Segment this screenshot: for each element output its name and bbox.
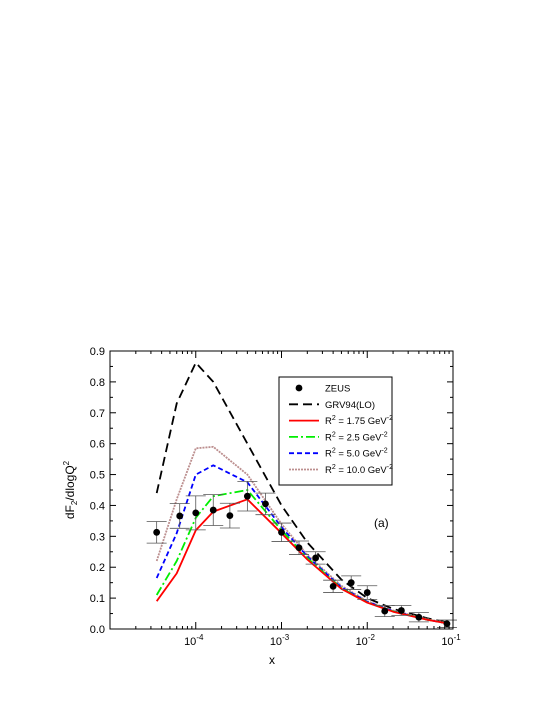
legend-label-part: = 2.5 GeV bbox=[336, 432, 382, 443]
axes: 0.00.10.20.30.40.50.60.70.80.910-4 10-3 10… bbox=[90, 346, 462, 648]
data-point bbox=[443, 620, 451, 628]
legend-label: GRV94(LO) bbox=[325, 400, 375, 411]
data-point bbox=[295, 544, 303, 552]
x-tick-label-exponent: -4 bbox=[196, 633, 204, 642]
panel-annotation: (a) bbox=[374, 516, 389, 530]
legend-label-part: -2 bbox=[387, 415, 393, 422]
series-line-1-75 bbox=[155, 498, 450, 625]
series-line-2-5 bbox=[155, 489, 450, 625]
legend-label-part: R bbox=[325, 449, 332, 460]
y-tick-label: 0.9 bbox=[90, 346, 105, 358]
plot-area bbox=[146, 361, 457, 628]
data-point bbox=[363, 589, 371, 596]
legend-label: R2 = 1.75 GeV-2 bbox=[325, 415, 393, 427]
y-tick-label: 0.4 bbox=[90, 500, 105, 512]
legend-label: R2 = 10.0 GeV-2 bbox=[325, 464, 393, 476]
legend-label: R2 = 5.0 GeV-2 bbox=[325, 448, 388, 460]
y-tick-label: 0.3 bbox=[90, 531, 105, 543]
y-tick-label: 0.7 bbox=[90, 408, 105, 420]
legend-label-part: 2 bbox=[332, 431, 336, 438]
legend-label-part: 2 bbox=[332, 448, 336, 455]
data-point bbox=[153, 528, 161, 536]
data-point bbox=[415, 613, 423, 621]
x-tick-label-base: 10 bbox=[270, 636, 282, 648]
legend-label-part: 2 bbox=[332, 415, 336, 422]
data-point bbox=[209, 506, 217, 514]
x-tick-label-exponent: -2 bbox=[368, 633, 376, 642]
x-tick-label-base: 10 bbox=[441, 636, 453, 648]
x-tick-label-base: 10 bbox=[184, 636, 196, 648]
legend-label-part: R bbox=[325, 432, 332, 443]
x-tick-label: 10-4 bbox=[184, 633, 204, 648]
y-tick-label: 0.2 bbox=[90, 562, 105, 574]
y-tick-label: 0.1 bbox=[90, 593, 105, 605]
y-axis-label-sub: 2 bbox=[70, 500, 79, 505]
data-point bbox=[192, 509, 200, 517]
x-tick-label-exponent: -1 bbox=[454, 633, 462, 642]
data-point bbox=[329, 582, 337, 590]
legend-label-part: R bbox=[325, 465, 332, 476]
y-axis-label: dF2/dlogQ2 bbox=[62, 460, 79, 519]
data-point bbox=[262, 500, 269, 508]
y-tick-label: 0.5 bbox=[90, 470, 105, 482]
legend-label-part: -2 bbox=[381, 431, 387, 438]
legend-label-part: -2 bbox=[381, 448, 387, 455]
data-point bbox=[312, 554, 320, 562]
y-tick-label: 0.8 bbox=[90, 377, 105, 389]
data-point bbox=[176, 512, 184, 520]
legend-label-part: = 5.0 GeV bbox=[336, 449, 382, 460]
x-tick-label-base: 10 bbox=[356, 636, 368, 648]
x-tick-label-exponent: -3 bbox=[282, 633, 290, 642]
legend-label-part: -2 bbox=[387, 464, 393, 471]
x-tick-label: 10-1 bbox=[441, 633, 461, 648]
x-tick-label: 10-2 bbox=[356, 633, 376, 648]
y-tick-label: 0.0 bbox=[90, 624, 105, 636]
legend-label-part: 2 bbox=[332, 464, 336, 471]
series-line-5-0 bbox=[155, 464, 450, 625]
legend-label-part: = 1.75 GeV bbox=[336, 416, 388, 427]
x-axis-label: x bbox=[269, 653, 275, 667]
legend-box bbox=[278, 376, 393, 486]
legend-label: ZEUS bbox=[325, 384, 350, 395]
legend-label-part: R bbox=[325, 416, 332, 427]
data-point bbox=[347, 579, 355, 587]
legend-marker-zeus bbox=[295, 384, 303, 392]
data-point bbox=[397, 607, 405, 614]
data-point bbox=[278, 528, 285, 536]
y-axis-label-sup: 2 bbox=[62, 460, 71, 465]
data-point bbox=[243, 492, 251, 500]
y-axis-label-mid: /dlogQ bbox=[63, 465, 77, 500]
y-axis-label-main: dF bbox=[63, 505, 77, 519]
x-tick-label: 10-3 bbox=[270, 633, 290, 648]
legend-label: R2 = 2.5 GeV-2 bbox=[325, 431, 388, 443]
legend-label-part: = 10.0 GeV bbox=[336, 465, 388, 476]
y-tick-label: 0.6 bbox=[90, 439, 105, 451]
data-point bbox=[226, 512, 234, 520]
data-point bbox=[381, 607, 389, 615]
